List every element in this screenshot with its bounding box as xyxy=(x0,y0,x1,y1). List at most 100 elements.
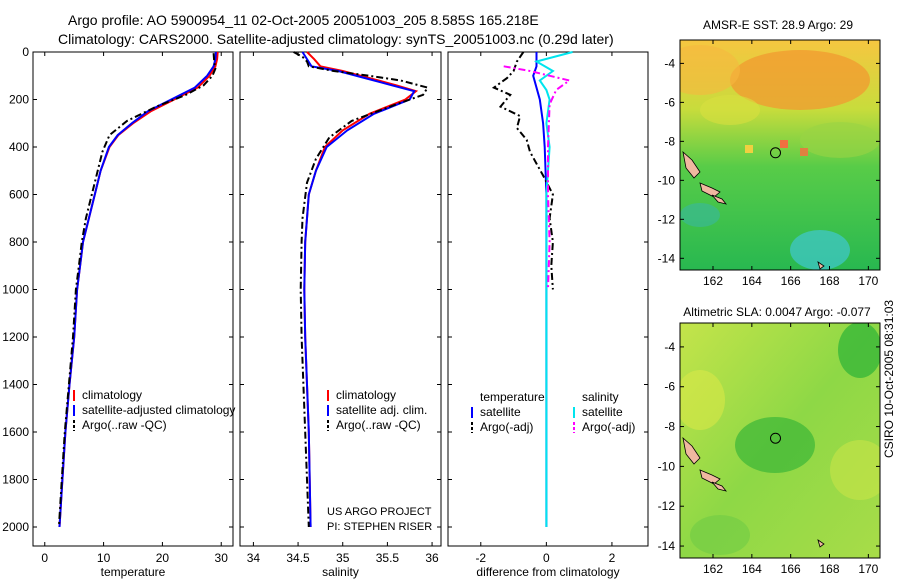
header-line-2: Climatology: CARS2000. Satellite-adjuste… xyxy=(58,31,614,47)
map-y-tick-label: -8 xyxy=(664,134,675,148)
map-y-tick-label: -10 xyxy=(658,459,676,473)
sst-cool-patch xyxy=(680,203,720,227)
map-x-tick-label: 166 xyxy=(781,274,801,288)
map-y-tick-label: -8 xyxy=(664,420,675,434)
series-line-climatology xyxy=(58,51,219,528)
y-tick-label: 800 xyxy=(9,235,29,249)
island-land xyxy=(817,261,825,270)
sla-low-patch xyxy=(838,323,880,378)
map-y-tick-label: -6 xyxy=(664,380,675,394)
sla-map-frame xyxy=(679,322,881,559)
map-y-tick-label: -12 xyxy=(658,499,676,513)
legend-label: Argo(..raw -QC) xyxy=(336,418,421,432)
map-x-tick-label: 170 xyxy=(858,562,878,576)
plot-frame xyxy=(239,51,442,547)
map-x-tick-label: 164 xyxy=(742,562,762,576)
series-line-temp-satellite xyxy=(532,52,548,527)
sst-mid-patch xyxy=(700,95,760,125)
island-land xyxy=(711,481,728,492)
y-tick-label: 1000 xyxy=(2,283,29,297)
sst-cool-patch xyxy=(790,230,850,270)
y-tick-label: 1800 xyxy=(2,473,29,487)
temperature-panel: 0 10 20 30 temperature 0 200 400 600 800 1000 1200 1… xyxy=(2,45,235,579)
x-tick-label: 35.5 xyxy=(376,551,400,565)
x-tick-label: 30 xyxy=(215,551,229,565)
sst-pixel xyxy=(800,148,808,156)
side-timestamp: CSIRO 10-Oct-2005 08:31:03 xyxy=(882,300,896,458)
map-x-tick-label: 168 xyxy=(819,562,839,576)
series-line-temp-argo xyxy=(491,51,554,290)
x-tick-label: 2 xyxy=(609,551,616,565)
float-position-marker xyxy=(769,432,781,444)
legend-label: Argo(-adj) xyxy=(480,420,533,434)
sst-map-ticks: 162 164 166 168 170 -4 -6 -8 -10 -12 -14 xyxy=(658,40,880,288)
map-y-tick-label: -4 xyxy=(664,340,675,354)
legend-label: salinity xyxy=(582,390,619,404)
x-tick-label: 20 xyxy=(156,551,170,565)
map-y-tick-label: -6 xyxy=(664,95,675,109)
legend-label: temperature xyxy=(480,390,545,404)
x-tick-label: 36 xyxy=(425,551,439,565)
legend-label: satellite-adjusted climatology xyxy=(82,403,235,417)
series-line-satellite xyxy=(301,51,416,528)
legend-label: Argo(-adj) xyxy=(582,420,635,434)
y-tick-label: 1400 xyxy=(2,378,29,392)
island-land xyxy=(711,194,728,205)
y-tick-label: 0 xyxy=(22,45,29,59)
island-land xyxy=(682,150,701,179)
sla-low-patch xyxy=(690,515,750,555)
float-position-marker xyxy=(769,147,781,159)
sst-mid-patch xyxy=(800,122,880,158)
sst-pixel xyxy=(780,140,788,148)
map-x-tick-label: 162 xyxy=(703,562,723,576)
sla-map: Altimetric SLA: 0.0047 Argo: -0.077 162 1… xyxy=(658,305,881,576)
map-y-tick-label: -4 xyxy=(664,56,675,70)
legend-label: climatology xyxy=(82,388,142,402)
project-credit-line-2: PI: STEPHEN RISER xyxy=(327,521,432,533)
x-tick-label: -2 xyxy=(475,551,486,565)
series-line-argo xyxy=(57,53,217,528)
map-y-tick-label: -12 xyxy=(658,212,676,226)
sst-map-title: AMSR-E SST: 28.9 Argo: 29 xyxy=(703,18,853,32)
header-line-1: Argo profile: AO 5900954_11 02-Oct-2005 … xyxy=(68,12,539,28)
series-line-argo xyxy=(293,51,430,528)
legend-label: climatology xyxy=(336,388,396,402)
map-x-tick-label: 168 xyxy=(819,274,839,288)
x-tick-label: 35 xyxy=(336,551,350,565)
legend-label: satellite xyxy=(480,405,521,419)
plot-frame xyxy=(32,51,234,547)
island-land xyxy=(817,539,825,548)
legend-label: satellite adj. clim. xyxy=(336,403,427,417)
y-tick-label: 1200 xyxy=(2,330,29,344)
x-tick-label: 34.5 xyxy=(286,551,310,565)
y-tick-label: 1600 xyxy=(2,425,29,439)
y-tick-label: 200 xyxy=(9,93,29,107)
sst-map: AMSR-E SST: 28.9 Argo: 29 162 164 166 168 17… xyxy=(658,18,881,288)
sla-map-ticks: 162 164 166 168 170 -4 -6 -8 -10 -12 -14 xyxy=(658,323,880,576)
x-axis-label: temperature xyxy=(101,565,166,579)
map-x-tick-label: 166 xyxy=(781,562,801,576)
sla-high-patch xyxy=(830,440,880,500)
legend-label: Argo(..raw -QC) xyxy=(82,418,167,432)
sla-map-title: Altimetric SLA: 0.0047 Argo: -0.077 xyxy=(683,305,871,319)
sst-warm-patch xyxy=(730,50,870,110)
map-x-tick-label: 170 xyxy=(858,274,878,288)
x-axis-label: salinity xyxy=(322,565,359,579)
plot-frame xyxy=(447,51,649,547)
sla-high-patch xyxy=(680,370,725,430)
y-tick-label: 600 xyxy=(9,188,29,202)
project-credit-line-1: US ARGO PROJECT xyxy=(327,506,432,518)
map-y-tick-label: -14 xyxy=(658,251,676,265)
x-tick-label: 0 xyxy=(41,551,48,565)
sla-low-patch xyxy=(735,417,815,473)
map-y-tick-label: -14 xyxy=(658,539,676,553)
y-tick-label: 400 xyxy=(9,140,29,154)
x-axis-label: difference from climatology xyxy=(476,565,619,579)
sst-map-frame xyxy=(679,39,881,271)
island-land xyxy=(699,182,721,198)
x-tick-label: 34 xyxy=(247,551,261,565)
salinity-panel: 34 34.5 35 35.5 36 salinity climatologysatelli… xyxy=(239,51,442,579)
x-tick-label: 10 xyxy=(97,551,111,565)
